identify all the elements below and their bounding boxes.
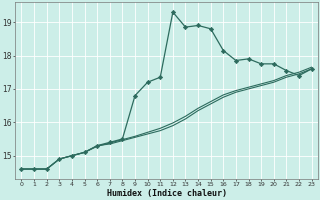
X-axis label: Humidex (Indice chaleur): Humidex (Indice chaleur) [107, 189, 227, 198]
